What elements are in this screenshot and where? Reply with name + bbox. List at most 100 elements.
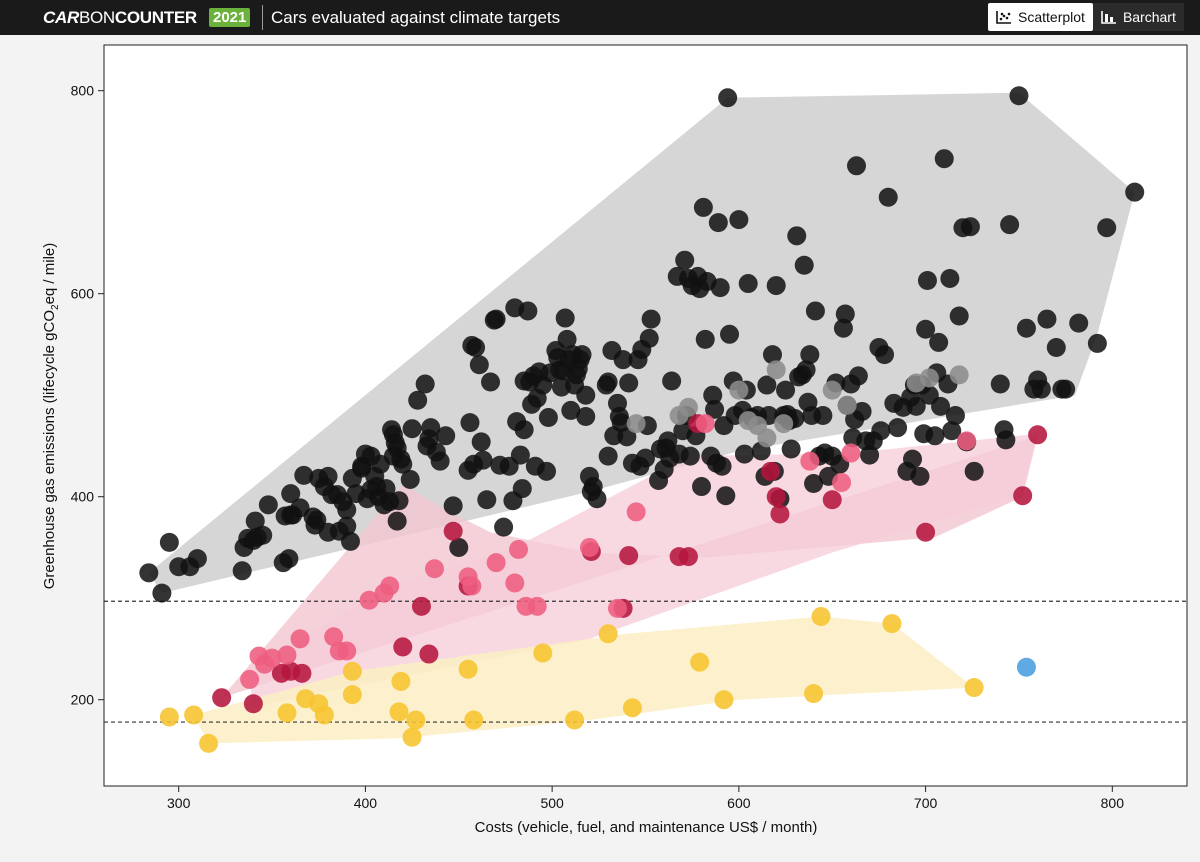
data-point-yellow-17[interactable] xyxy=(622,698,642,718)
data-point-yellow-23[interactable] xyxy=(882,614,902,634)
data-point-black-260[interactable] xyxy=(960,217,980,237)
data-point-gray-9[interactable] xyxy=(822,380,842,400)
data-point-black-276[interactable] xyxy=(1087,333,1107,353)
data-point-black-10[interactable] xyxy=(245,511,265,531)
data-point-pink-12[interactable] xyxy=(425,559,445,579)
data-point-black-0[interactable] xyxy=(139,563,159,583)
data-point-black-231[interactable] xyxy=(871,421,891,441)
data-point-black-224[interactable] xyxy=(846,156,866,176)
data-point-yellow-6[interactable] xyxy=(314,705,334,725)
data-point-black-251[interactable] xyxy=(931,396,951,416)
data-point-red-6[interactable] xyxy=(411,596,431,616)
data-point-black-182[interactable] xyxy=(734,444,754,464)
data-point-pink-14[interactable] xyxy=(462,576,482,596)
data-point-gray-3[interactable] xyxy=(729,380,749,400)
data-point-black-62[interactable] xyxy=(408,390,428,410)
data-point-black-270[interactable] xyxy=(1031,379,1051,399)
data-point-black-34[interactable] xyxy=(337,516,357,536)
data-point-black-68[interactable] xyxy=(430,451,450,471)
data-point-black-250[interactable] xyxy=(929,332,949,352)
data-point-black-5[interactable] xyxy=(187,549,207,569)
data-point-pink-4[interactable] xyxy=(277,645,297,665)
data-point-black-277[interactable] xyxy=(1097,218,1117,238)
data-point-black-113[interactable] xyxy=(561,400,581,420)
data-point-black-191[interactable] xyxy=(762,345,782,365)
data-point-gray-10[interactable] xyxy=(837,395,857,415)
data-point-pink-11[interactable] xyxy=(380,576,400,596)
data-point-black-57[interactable] xyxy=(389,491,409,511)
data-point-black-93[interactable] xyxy=(514,420,534,440)
data-point-red-12[interactable] xyxy=(619,546,639,566)
data-point-black-120[interactable] xyxy=(576,407,596,427)
data-point-yellow-0[interactable] xyxy=(159,707,179,727)
data-point-black-69[interactable] xyxy=(436,426,456,446)
data-point-yellow-15[interactable] xyxy=(533,643,553,663)
data-point-yellow-8[interactable] xyxy=(342,661,362,681)
data-point-red-20[interactable] xyxy=(916,522,936,542)
data-point-black-272[interactable] xyxy=(1046,337,1066,357)
data-point-black-267[interactable] xyxy=(1016,318,1036,338)
data-point-black-225[interactable] xyxy=(848,366,868,386)
data-point-black-239[interactable] xyxy=(903,449,923,469)
data-point-black-164[interactable] xyxy=(693,197,713,217)
data-point-black-180[interactable] xyxy=(729,210,749,230)
data-point-pink-20[interactable] xyxy=(579,537,599,557)
data-point-red-21[interactable] xyxy=(1013,486,1033,506)
data-point-blue-0[interactable] xyxy=(1016,657,1036,677)
data-point-black-94[interactable] xyxy=(518,301,538,321)
data-point-black-83[interactable] xyxy=(486,309,506,329)
tab-scatterplot[interactable]: Scatterplot xyxy=(988,3,1093,31)
data-point-black-235[interactable] xyxy=(888,418,908,438)
data-point-black-175[interactable] xyxy=(716,486,736,506)
data-point-black-278[interactable] xyxy=(1125,182,1145,202)
data-point-black-111[interactable] xyxy=(557,329,577,349)
data-point-black-155[interactable] xyxy=(675,250,695,270)
data-point-gray-6[interactable] xyxy=(757,428,777,448)
data-point-black-233[interactable] xyxy=(878,187,898,207)
data-point-black-252[interactable] xyxy=(934,149,954,169)
data-point-black-228[interactable] xyxy=(860,445,880,465)
data-point-red-22[interactable] xyxy=(1028,425,1048,445)
data-point-yellow-13[interactable] xyxy=(458,659,478,679)
data-point-black-163[interactable] xyxy=(692,477,712,497)
data-point-yellow-9[interactable] xyxy=(389,702,409,722)
data-point-black-205[interactable] xyxy=(796,360,816,380)
data-point-black-261[interactable] xyxy=(964,461,984,481)
data-point-black-201[interactable] xyxy=(787,226,807,246)
data-point-red-16[interactable] xyxy=(761,461,781,481)
data-point-yellow-14[interactable] xyxy=(464,710,484,730)
data-point-black-232[interactable] xyxy=(875,345,895,365)
data-point-yellow-2[interactable] xyxy=(199,733,219,753)
data-point-gray-12[interactable] xyxy=(919,368,939,388)
data-point-black-35[interactable] xyxy=(340,531,360,551)
data-point-black-103[interactable] xyxy=(538,408,558,428)
data-point-black-184[interactable] xyxy=(738,274,758,294)
data-point-pink-5[interactable] xyxy=(290,629,310,649)
data-point-pink-22[interactable] xyxy=(626,502,646,522)
data-point-black-151[interactable] xyxy=(662,371,682,391)
data-point-black-144[interactable] xyxy=(641,309,661,329)
data-point-black-199[interactable] xyxy=(781,439,801,459)
data-point-red-8[interactable] xyxy=(443,521,463,541)
data-point-black-76[interactable] xyxy=(466,337,486,357)
data-point-black-80[interactable] xyxy=(477,490,497,510)
brand-logo[interactable]: CAR BON COUNTER xyxy=(43,6,197,30)
data-point-red-14[interactable] xyxy=(678,547,698,567)
data-point-black-143[interactable] xyxy=(639,328,659,348)
data-point-black-61[interactable] xyxy=(402,419,422,439)
data-point-black-91[interactable] xyxy=(512,479,532,499)
data-point-gray-7[interactable] xyxy=(766,360,786,380)
data-point-black-141[interactable] xyxy=(636,448,655,468)
data-point-yellow-1[interactable] xyxy=(184,705,204,725)
data-point-black-13[interactable] xyxy=(258,495,278,515)
data-point-black-125[interactable] xyxy=(587,489,607,509)
data-point-black-271[interactable] xyxy=(1037,309,1057,329)
data-point-red-17[interactable] xyxy=(766,487,786,507)
data-point-pink-0[interactable] xyxy=(240,669,260,689)
data-point-black-218[interactable] xyxy=(833,318,853,338)
data-point-yellow-20[interactable] xyxy=(714,690,734,710)
data-point-black-255[interactable] xyxy=(942,421,962,441)
data-point-black-134[interactable] xyxy=(613,350,633,370)
data-point-pink-27[interactable] xyxy=(957,431,977,451)
data-point-black-219[interactable] xyxy=(835,304,855,324)
